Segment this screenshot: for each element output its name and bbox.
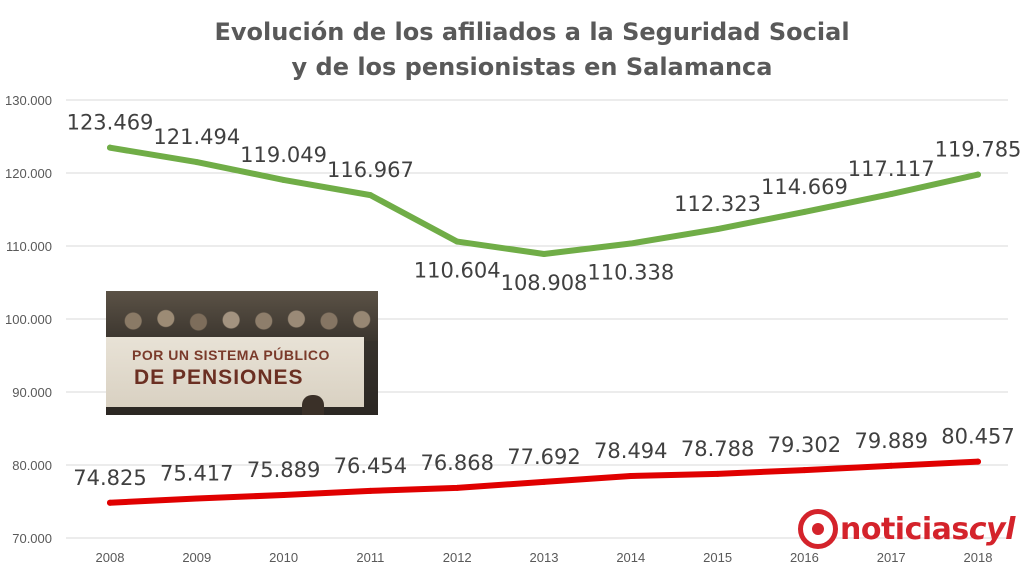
series-1-point (975, 458, 981, 465)
series-0-point (975, 171, 981, 178)
series-0-point (193, 159, 200, 166)
x-tick-label: 2017 (877, 550, 906, 565)
data-label: 79.889 (854, 429, 927, 453)
x-tick-label: 2008 (96, 550, 125, 565)
protest-banner: POR UN SISTEMA PÚBLICO DE PENSIONES (106, 337, 364, 415)
data-label: 75.889 (247, 458, 320, 482)
x-tick-label: 2016 (790, 550, 819, 565)
data-label: 75.417 (160, 461, 233, 485)
series-0-point (801, 208, 808, 215)
data-label: 119.049 (240, 143, 327, 167)
data-label: 117.117 (848, 157, 935, 181)
y-tick-label: 70.000 (12, 531, 52, 546)
protest-photo: POR UN SISTEMA PÚBLICO DE PENSIONES (106, 291, 378, 415)
y-tick-label: 80.000 (12, 458, 52, 473)
logo-text-main: noticias (840, 511, 969, 547)
adult-silhouette (302, 395, 324, 415)
logo-text-suffix: cyl (968, 511, 1016, 547)
x-tick-label: 2010 (269, 550, 298, 565)
data-label: 77.692 (507, 445, 580, 469)
series-0-point (454, 238, 461, 245)
series-1-point (714, 470, 721, 477)
data-label: 110.338 (587, 261, 674, 285)
series-1-point (193, 495, 200, 502)
series-1-point (107, 499, 113, 506)
series-0-point (541, 250, 547, 257)
y-tick-label: 120.000 (5, 166, 52, 181)
x-tick-label: 2012 (443, 550, 472, 565)
y-tick-label: 100.000 (5, 312, 52, 327)
logo-icon (798, 509, 838, 549)
x-tick-label: 2014 (616, 550, 645, 565)
series-1-point (280, 492, 287, 499)
x-tick-label: 2018 (964, 550, 993, 565)
data-label: 76.454 (334, 454, 407, 478)
x-tick-label: 2011 (356, 550, 384, 565)
data-label: 123.469 (67, 111, 154, 135)
y-tick-label: 110.000 (6, 239, 52, 254)
x-tick-label: 2009 (182, 550, 211, 565)
data-label: 110.604 (414, 259, 501, 283)
data-label: 108.908 (501, 271, 588, 295)
chart-title-line-1: Evolución de los afiliados a la Segurida… (214, 18, 850, 46)
data-label: 112.323 (674, 192, 761, 216)
crowd-image (106, 291, 378, 341)
series-0-point (280, 176, 287, 183)
data-label: 74.825 (73, 466, 146, 490)
data-label: 80.457 (941, 425, 1014, 449)
data-label: 79.302 (768, 433, 841, 457)
data-label: 114.669 (761, 175, 848, 199)
series-0-point (888, 191, 895, 198)
y-tick-label: 130.000 (5, 93, 52, 108)
data-label: 76.868 (420, 451, 493, 475)
y-tick-label: 90.000 (12, 385, 52, 400)
series-1-point (454, 484, 461, 491)
data-label: 121.494 (153, 125, 240, 149)
x-tick-label: 2013 (530, 550, 559, 565)
series-1-point (801, 467, 808, 474)
noticiascyl-logo: noticiascyl (798, 505, 1015, 553)
series-1-point (541, 478, 547, 485)
series-1-point (627, 472, 634, 479)
logo-text: noticiascyl (840, 512, 1015, 547)
chart-title-line-2: y de los pensionistas en Salamanca (291, 53, 773, 81)
series-0-point (107, 144, 113, 151)
data-label: 119.785 (935, 138, 1022, 162)
series-1-point (367, 487, 374, 494)
banner-text-line-1: POR UN SISTEMA PÚBLICO (132, 347, 330, 363)
series-0-point (714, 226, 721, 233)
series-0-point (627, 240, 634, 247)
data-label: 116.967 (327, 158, 414, 182)
series-1-point (888, 462, 895, 469)
x-tick-label: 2015 (703, 550, 732, 565)
banner-text-line-2: DE PENSIONES (134, 366, 304, 389)
series-0-point (367, 192, 374, 199)
data-label: 78.788 (681, 437, 754, 461)
data-label: 78.494 (594, 439, 667, 463)
